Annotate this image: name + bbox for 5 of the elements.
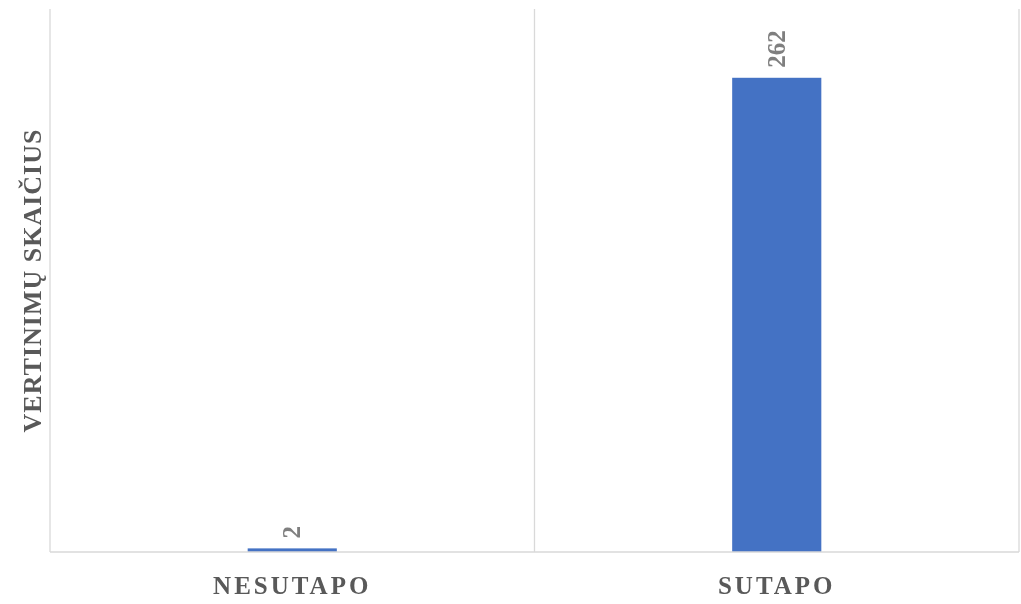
data-label: 262 — [762, 30, 790, 68]
y-axis-title: VERTINIMŲ SKAIČIUS — [18, 128, 47, 433]
x-tick-label: SUTAPO — [717, 572, 836, 599]
data-label: 2 — [278, 525, 306, 539]
x-tick-label: NESUTAPO — [213, 572, 372, 599]
